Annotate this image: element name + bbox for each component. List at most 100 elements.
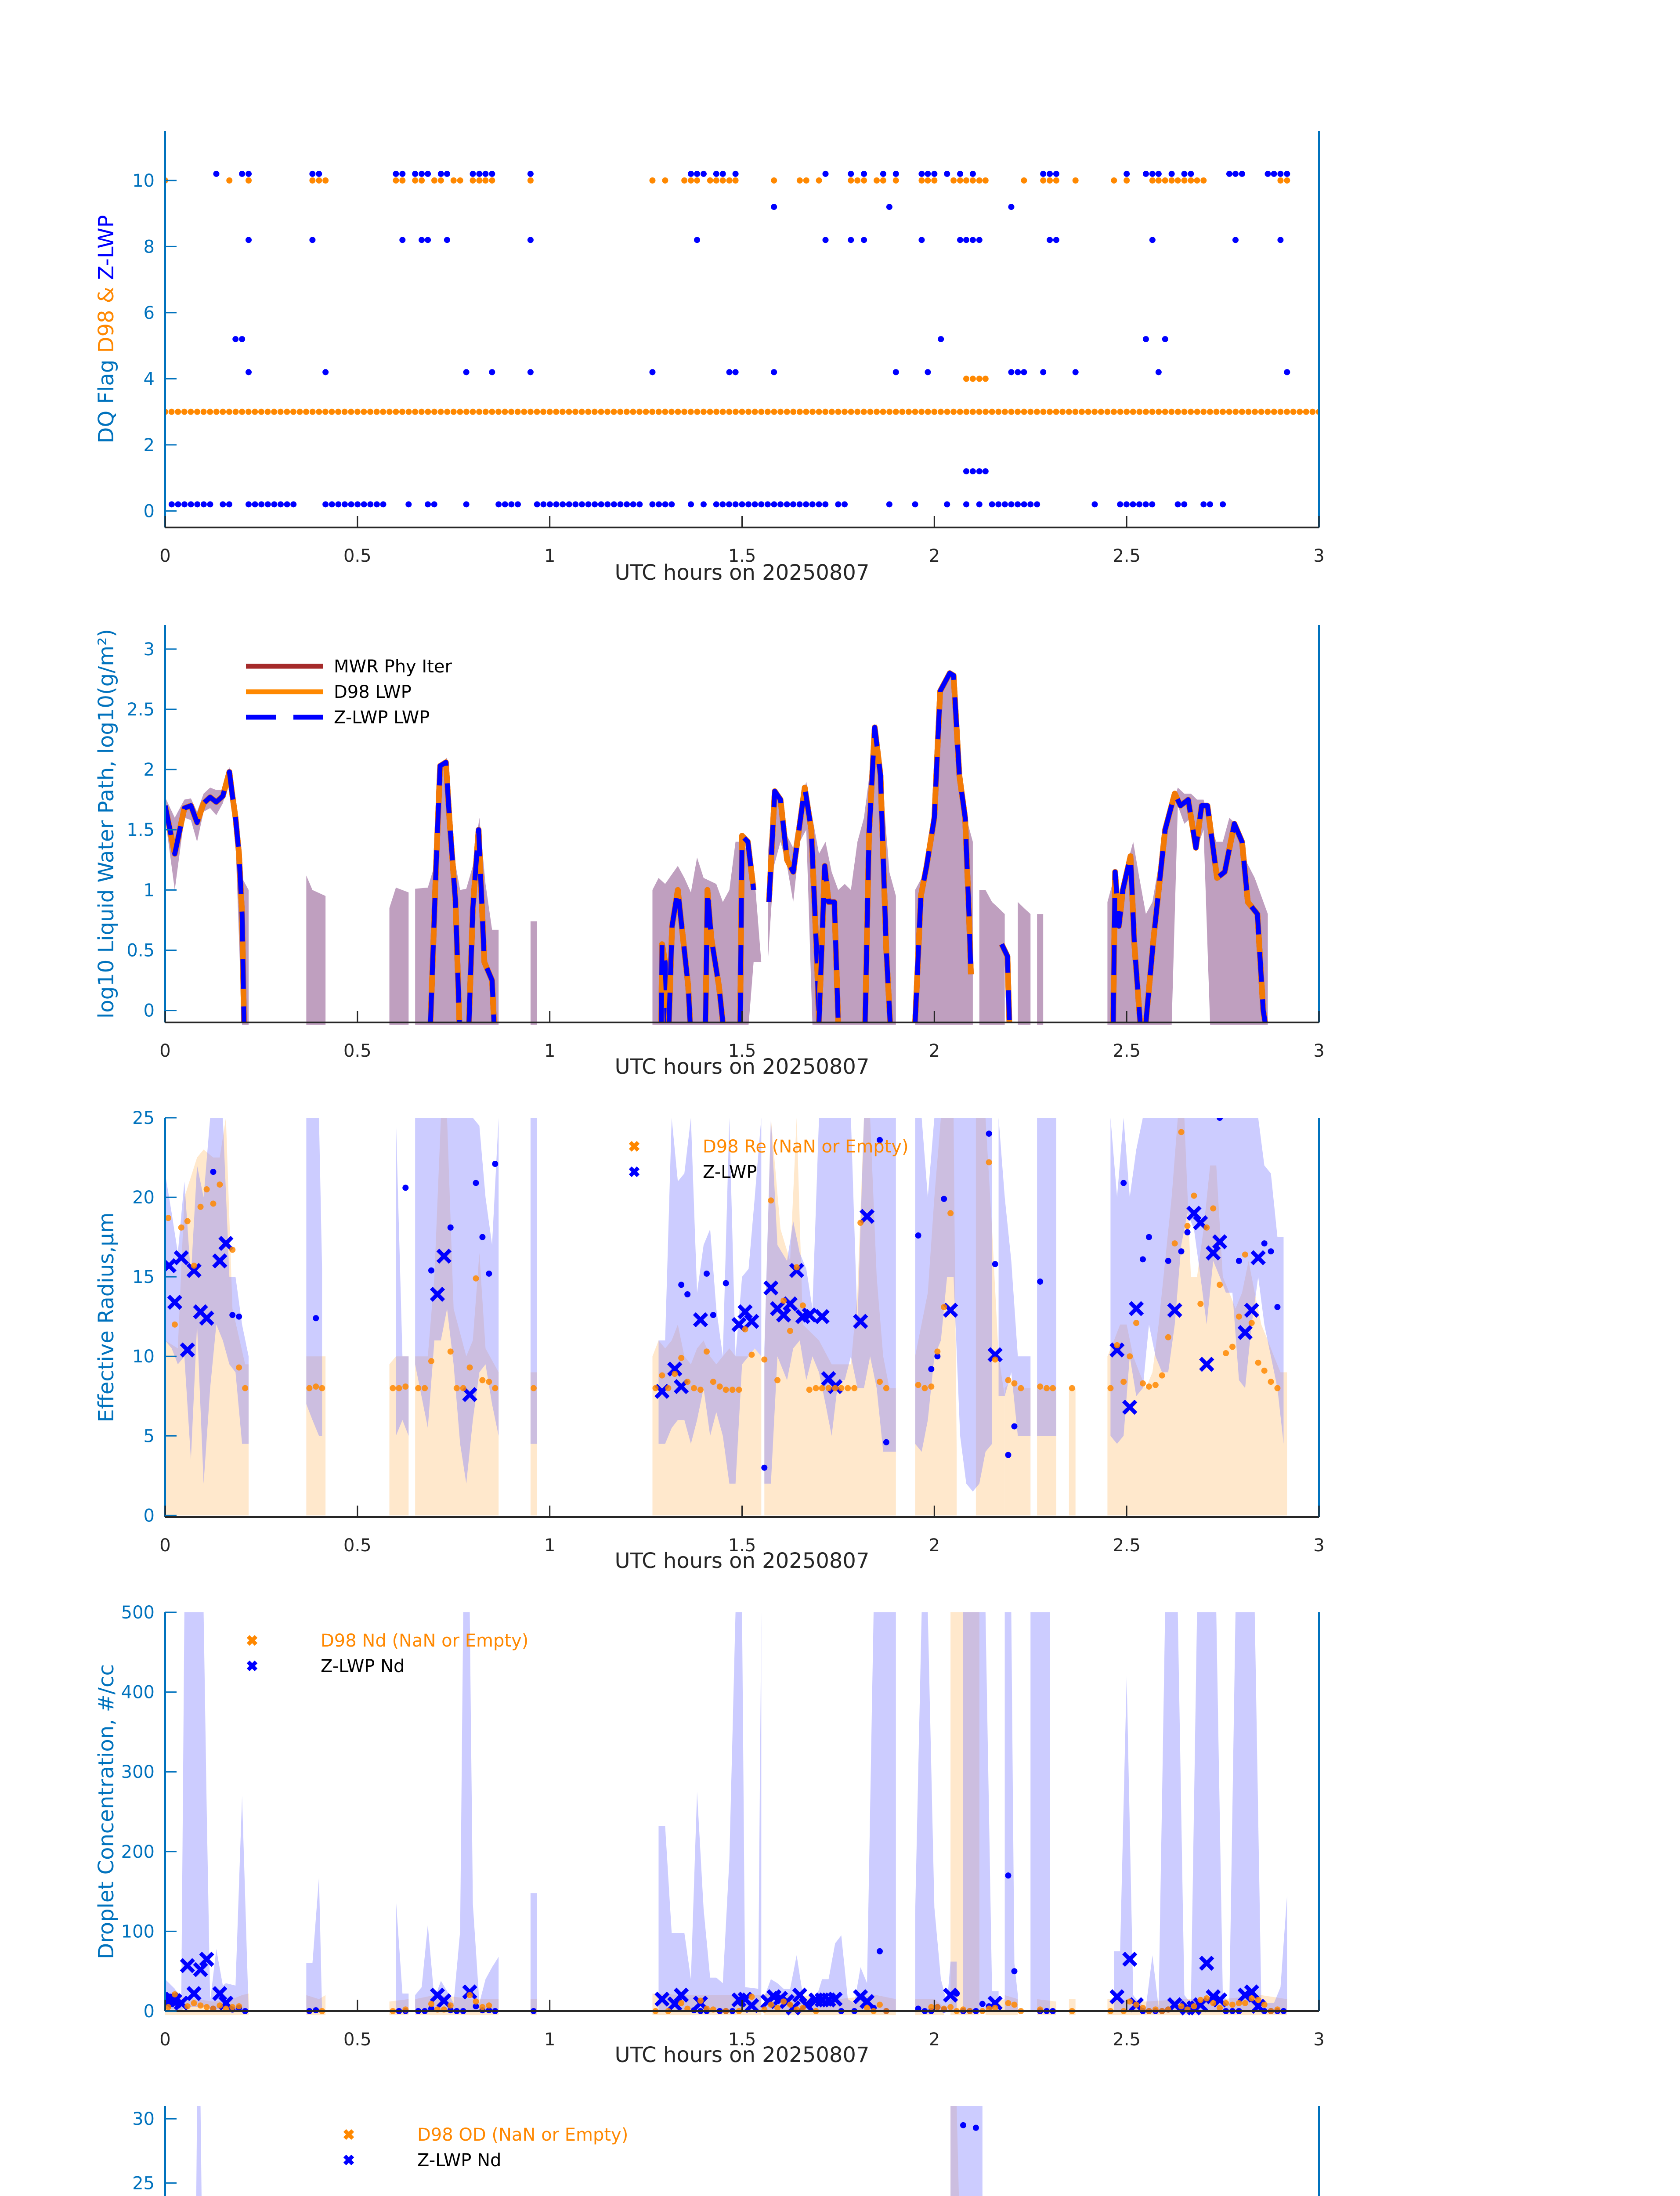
flag-point (848, 237, 854, 243)
flag-point (1277, 237, 1284, 243)
dot-marker (921, 1385, 928, 1391)
x-axis-label: UTC hours on 20250807 (615, 2043, 870, 2067)
dot-marker (1191, 1192, 1197, 1199)
x-marker (859, 1994, 875, 2009)
flag-point (1239, 170, 1245, 177)
flag-point (1181, 408, 1188, 415)
x-tick-label: 1.5 (728, 1535, 756, 1556)
flag-point (527, 177, 534, 184)
zlwp-range-band (915, 1612, 957, 2011)
flag-point (726, 501, 733, 508)
flag-point (271, 408, 278, 415)
y-tick-label: 500 (121, 1603, 155, 1623)
dot-marker (415, 1385, 422, 1391)
dot-marker (217, 1181, 223, 1188)
flag-point (566, 501, 572, 508)
dot-marker (171, 1321, 178, 1328)
zlwp-line (737, 833, 756, 1023)
y-tick-label: 2 (144, 435, 155, 455)
flag-point (527, 237, 534, 243)
flag-point (957, 408, 963, 415)
flag-point (508, 501, 515, 508)
flag-point (1168, 177, 1175, 184)
flag-point (246, 177, 252, 184)
flag-point (611, 501, 617, 508)
dot-marker (768, 1197, 774, 1204)
flag-point (1226, 408, 1232, 415)
dot-marker (1210, 2000, 1217, 2006)
dot-marker (806, 1387, 813, 1393)
dot-marker (1145, 1383, 1152, 1390)
flag-point (450, 408, 457, 415)
flag-point (220, 501, 226, 508)
dot-marker (486, 1270, 492, 1277)
dot-marker (678, 1282, 685, 1288)
dot-marker (825, 1385, 832, 1391)
flag-point (1008, 501, 1015, 508)
flag-point (258, 501, 265, 508)
x-marker (1199, 1357, 1214, 1372)
dot-marker (1255, 1997, 1261, 2003)
dot-marker (184, 1218, 191, 1224)
plot-area (165, 1118, 1287, 1516)
dot-marker (479, 1377, 486, 1383)
flag-point (572, 408, 579, 415)
dot-marker (1210, 1205, 1217, 1212)
flag-point (431, 177, 437, 184)
flag-point (1162, 177, 1168, 184)
flag-point (1284, 408, 1290, 415)
flag-point (1149, 501, 1156, 508)
flag-point (399, 237, 406, 243)
y-axis-label: Droplet Concentration, #/cc (94, 1664, 119, 1959)
flag-point (643, 408, 649, 415)
flag-point (361, 408, 367, 415)
flag-point (649, 369, 656, 376)
flag-point (419, 177, 425, 184)
legend-marker (343, 2154, 354, 2166)
flag-point (925, 177, 931, 184)
dot-marker (883, 1439, 889, 1445)
y-tick-label: 10 (132, 171, 155, 191)
flag-point (732, 408, 739, 415)
flag-point (502, 408, 508, 415)
flag-point (732, 170, 739, 177)
dot-marker (813, 1385, 819, 1391)
flag-point (200, 501, 207, 508)
flag-point (1110, 408, 1117, 415)
x-marker (199, 1311, 214, 1326)
x-marker (180, 1958, 195, 1973)
flag-point (687, 408, 694, 415)
zlwp-range-band (306, 1118, 322, 1436)
flag-point (662, 177, 668, 184)
flag-point (713, 177, 719, 184)
dot-marker (915, 1232, 921, 1239)
flag-point (688, 170, 694, 177)
flag-point (611, 408, 617, 415)
dot-marker (229, 2004, 236, 2010)
flag-point (508, 408, 515, 415)
dot-marker (1203, 1995, 1210, 2001)
x-tick-label: 1.5 (728, 546, 756, 566)
flag-point (419, 170, 425, 177)
flag-point (546, 408, 553, 415)
flag-point (1111, 177, 1117, 184)
flag-point (1239, 408, 1245, 415)
flag-point (771, 501, 777, 508)
flag-point (777, 408, 784, 415)
zlwp-range-band (915, 1118, 992, 1492)
flag-point (367, 501, 374, 508)
x-marker (462, 1387, 477, 1402)
flag-point (976, 468, 983, 475)
flag-point (399, 170, 406, 177)
dot-marker (934, 1348, 941, 1355)
flag-point (1168, 408, 1175, 415)
dot-marker (229, 1312, 236, 1318)
flag-point (246, 237, 252, 243)
flag-point (476, 177, 483, 184)
dot-marker (178, 1224, 184, 1231)
legend: D98 Nd (NaN or Empty) Z-LWP Nd (246, 1631, 528, 1676)
zlwp-range-band (950, 2106, 983, 2196)
flag-point (867, 408, 874, 415)
x-marker (430, 1286, 445, 1302)
dot-marker (1248, 1320, 1255, 1326)
